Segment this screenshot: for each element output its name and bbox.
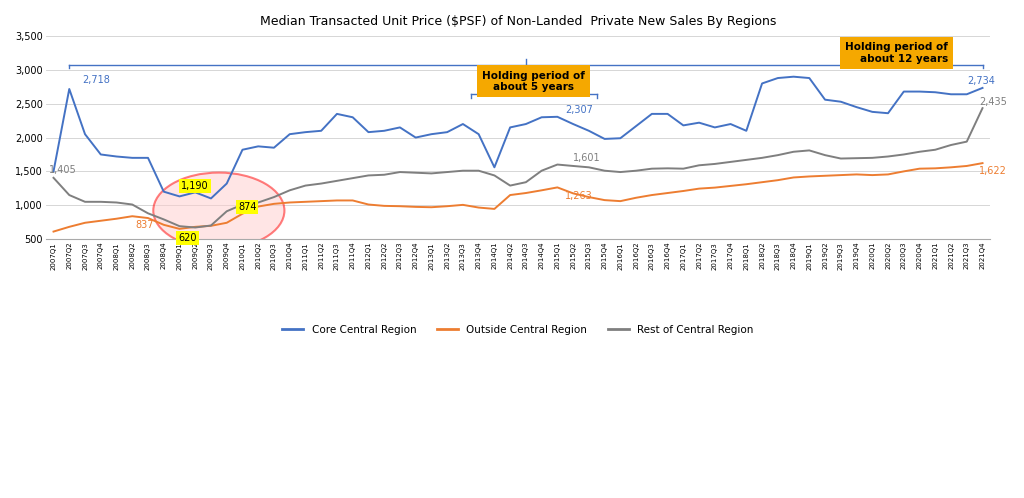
- Text: 1,622: 1,622: [979, 166, 1008, 176]
- Legend: Core Central Region, Outside Central Region, Rest of Central Region: Core Central Region, Outside Central Reg…: [279, 321, 758, 339]
- Text: 2,718: 2,718: [82, 75, 110, 85]
- Text: 620: 620: [178, 233, 197, 243]
- Text: 1,263: 1,263: [565, 191, 593, 202]
- Text: 2,435: 2,435: [979, 97, 1008, 107]
- Text: 1,601: 1,601: [573, 153, 601, 163]
- Text: 1,405: 1,405: [49, 165, 77, 175]
- Text: 1,190: 1,190: [181, 181, 209, 191]
- Text: 2,307: 2,307: [565, 105, 593, 115]
- Ellipse shape: [154, 173, 285, 249]
- Text: Holding period of
about 12 years: Holding period of about 12 years: [845, 42, 948, 64]
- Text: 837: 837: [135, 220, 154, 230]
- Text: 2,734: 2,734: [967, 76, 994, 86]
- Text: Holding period of
about 5 years: Holding period of about 5 years: [482, 71, 585, 92]
- Title: Median Transacted Unit Price ($PSF) of Non-Landed  Private New Sales By Regions: Median Transacted Unit Price ($PSF) of N…: [260, 15, 776, 28]
- Text: 874: 874: [238, 202, 256, 212]
